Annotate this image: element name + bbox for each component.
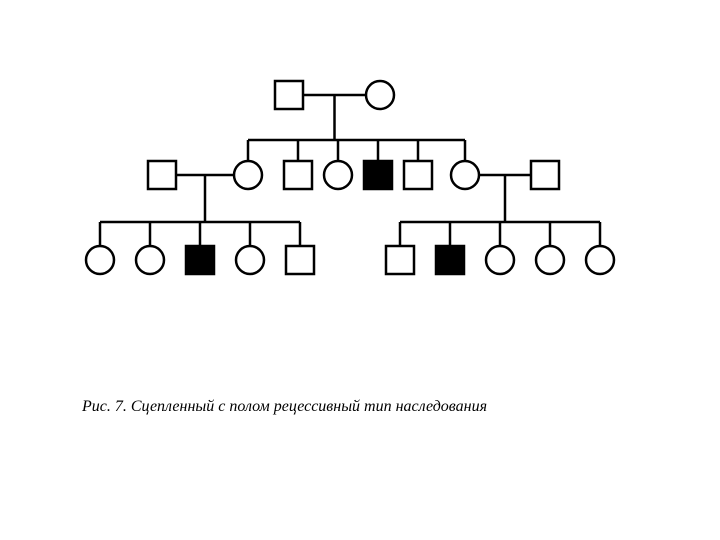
pedigree-node-g3b4 (536, 246, 564, 274)
pedigree-node-g2c5 (404, 161, 432, 189)
pedigree-chart (0, 0, 720, 540)
pedigree-node-g2c1 (234, 161, 262, 189)
pedigree-node-g2h1 (148, 161, 176, 189)
pedigree-node-g3a2 (136, 246, 164, 274)
pedigree-node-g3b5 (586, 246, 614, 274)
pedigree-node-g2c4 (364, 161, 392, 189)
pedigree-node-g3b2 (436, 246, 464, 274)
pedigree-node-g2c2 (284, 161, 312, 189)
pedigree-node-g2h2 (531, 161, 559, 189)
pedigree-node-g1f (366, 81, 394, 109)
pedigree-node-g3a3 (186, 246, 214, 274)
pedigree-node-g3a4 (236, 246, 264, 274)
pedigree-node-g3a5 (286, 246, 314, 274)
pedigree-node-g3a1 (86, 246, 114, 274)
pedigree-node-g1m (275, 81, 303, 109)
pedigree-node-g3b3 (486, 246, 514, 274)
figure-caption: Рис. 7. Сцепленный с полом рецессивный т… (82, 398, 487, 416)
pedigree-node-g2c6 (451, 161, 479, 189)
pedigree-node-g3b1 (386, 246, 414, 274)
pedigree-node-g2c3 (324, 161, 352, 189)
